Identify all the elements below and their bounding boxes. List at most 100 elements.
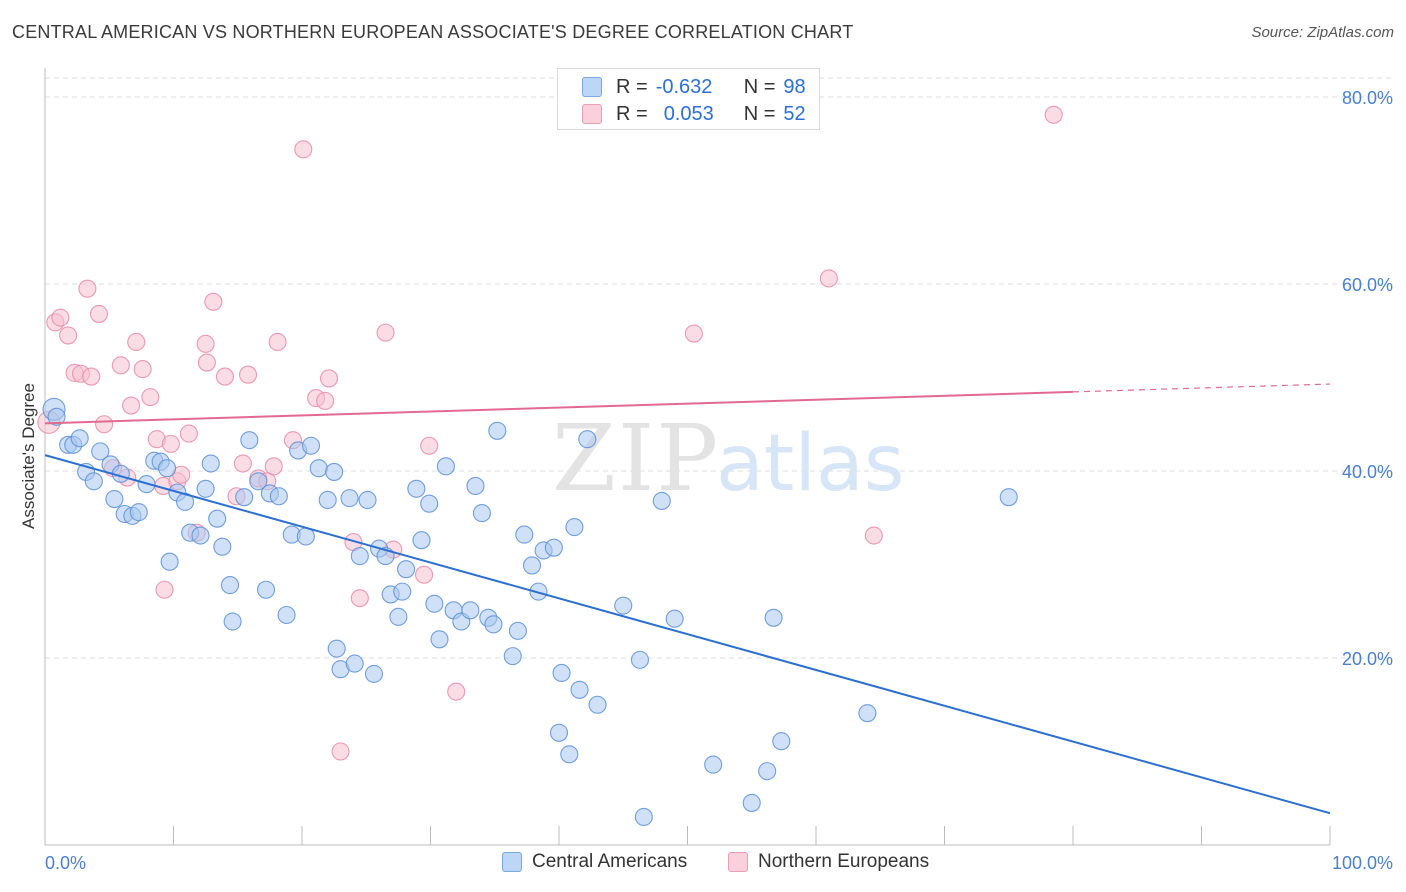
trend-lines bbox=[44, 383, 1331, 815]
point-central-americans bbox=[634, 807, 653, 827]
point-central-americans bbox=[240, 431, 259, 450]
legend-r-label: R = bbox=[616, 75, 648, 98]
point-central-americans bbox=[235, 488, 254, 507]
point-northern-europeans bbox=[204, 292, 223, 311]
y-tick-label: 60.0% bbox=[1342, 275, 1393, 295]
point-central-americans bbox=[393, 582, 412, 601]
point-central-americans bbox=[358, 490, 377, 510]
legend-n-value-blue: 98 bbox=[783, 75, 806, 98]
point-northern-europeans bbox=[238, 365, 258, 384]
point-northern-europeans bbox=[415, 565, 434, 584]
point-central-americans bbox=[508, 621, 527, 640]
trend-line-northern-europeans bbox=[44, 390, 1074, 425]
bottom-legend-swatch-pink bbox=[728, 852, 748, 872]
point-northern-europeans bbox=[268, 332, 287, 352]
point-central-americans bbox=[301, 436, 321, 455]
point-central-americans bbox=[318, 490, 337, 510]
legend-r-label: R = bbox=[616, 102, 648, 125]
point-central-americans bbox=[91, 442, 110, 461]
bottom-legend-label-blue: Central Americans bbox=[532, 851, 688, 872]
point-northern-europeans bbox=[161, 434, 180, 453]
point-central-americans bbox=[389, 607, 408, 626]
correlation-legend: R = -0.632 N = 98 R = 0.053 N = 52 bbox=[557, 68, 820, 130]
point-central-americans bbox=[652, 491, 671, 510]
legend-r-value-blue: -0.632 bbox=[655, 75, 713, 98]
point-northern-europeans bbox=[316, 391, 335, 410]
point-central-americans bbox=[249, 472, 268, 491]
point-central-americans bbox=[630, 650, 650, 669]
point-central-americans bbox=[570, 680, 589, 699]
point-central-americans bbox=[758, 762, 777, 781]
point-central-americans bbox=[412, 531, 431, 550]
y-tick-label: 20.0% bbox=[1342, 649, 1393, 669]
point-northern-europeans bbox=[350, 589, 369, 608]
point-central-americans bbox=[208, 509, 227, 528]
point-central-americans bbox=[191, 526, 210, 545]
point-central-americans bbox=[340, 489, 359, 508]
point-northern-europeans bbox=[89, 304, 109, 323]
point-central-americans bbox=[614, 596, 633, 615]
point-northern-europeans bbox=[197, 353, 216, 372]
watermark-atlas: atlas bbox=[716, 419, 905, 509]
series-central-americans bbox=[42, 397, 1018, 827]
point-central-americans bbox=[704, 755, 723, 774]
trend-line-central-americans bbox=[44, 454, 1331, 815]
point-central-americans bbox=[522, 556, 542, 575]
axes bbox=[44, 68, 1331, 846]
axis-labels: 20.0% 40.0% 60.0% 80.0% 0.0% 100.0% bbox=[45, 88, 1393, 873]
point-central-americans bbox=[213, 537, 232, 556]
point-central-americans bbox=[158, 459, 177, 478]
point-central-americans bbox=[772, 732, 791, 751]
legend-swatch-blue bbox=[582, 77, 602, 97]
legend-n-label: N = bbox=[743, 102, 776, 125]
point-central-americans bbox=[742, 793, 761, 812]
point-northern-europeans bbox=[78, 279, 97, 298]
point-central-americans bbox=[858, 704, 877, 723]
point-northern-europeans bbox=[294, 140, 313, 159]
point-central-americans bbox=[269, 487, 288, 506]
point-central-americans bbox=[70, 429, 89, 448]
point-central-americans bbox=[578, 430, 597, 449]
point-northern-europeans bbox=[155, 580, 174, 599]
point-northern-europeans bbox=[331, 742, 350, 761]
point-central-americans bbox=[220, 576, 240, 595]
point-central-americans bbox=[397, 560, 416, 579]
point-central-americans bbox=[552, 663, 571, 683]
bottom-legend-swatch-blue bbox=[502, 852, 522, 872]
point-central-americans bbox=[588, 695, 607, 714]
point-central-americans bbox=[420, 494, 439, 513]
point-central-americans bbox=[430, 630, 449, 649]
point-northern-europeans bbox=[179, 424, 198, 443]
point-central-americans bbox=[461, 601, 480, 620]
point-central-americans bbox=[503, 647, 522, 666]
legend-n-value-pink: 52 bbox=[783, 102, 806, 125]
point-central-americans bbox=[105, 489, 124, 509]
point-central-americans bbox=[472, 504, 491, 523]
point-northern-europeans bbox=[1044, 105, 1063, 124]
bottom-legend-label-pink: Northern Europeans bbox=[758, 851, 930, 872]
point-northern-europeans bbox=[684, 324, 703, 343]
point-central-americans bbox=[325, 462, 344, 481]
y-tick-label: 80.0% bbox=[1342, 88, 1393, 108]
point-northern-europeans bbox=[59, 326, 78, 345]
point-central-americans bbox=[436, 457, 455, 476]
point-central-americans bbox=[999, 488, 1018, 507]
trend-line-northern-europeans-extension bbox=[1072, 383, 1331, 393]
point-central-americans bbox=[565, 518, 584, 537]
x-tick-label-min: 0.0% bbox=[45, 853, 86, 873]
legend-swatch-pink bbox=[582, 104, 602, 124]
watermark: ZIP atlas bbox=[552, 405, 905, 512]
point-northern-europeans bbox=[447, 682, 466, 701]
y-axis-title: Associate's Degree bbox=[19, 383, 38, 529]
point-central-americans bbox=[345, 654, 364, 673]
point-central-americans bbox=[425, 594, 444, 613]
point-central-americans bbox=[515, 525, 534, 544]
point-northern-europeans bbox=[51, 308, 70, 327]
point-central-americans bbox=[84, 472, 103, 491]
point-central-americans bbox=[160, 552, 179, 571]
point-northern-europeans bbox=[420, 436, 439, 455]
series-northern-europeans bbox=[37, 105, 1063, 761]
legend-n-label: N = bbox=[743, 75, 776, 98]
point-northern-europeans bbox=[95, 415, 114, 434]
